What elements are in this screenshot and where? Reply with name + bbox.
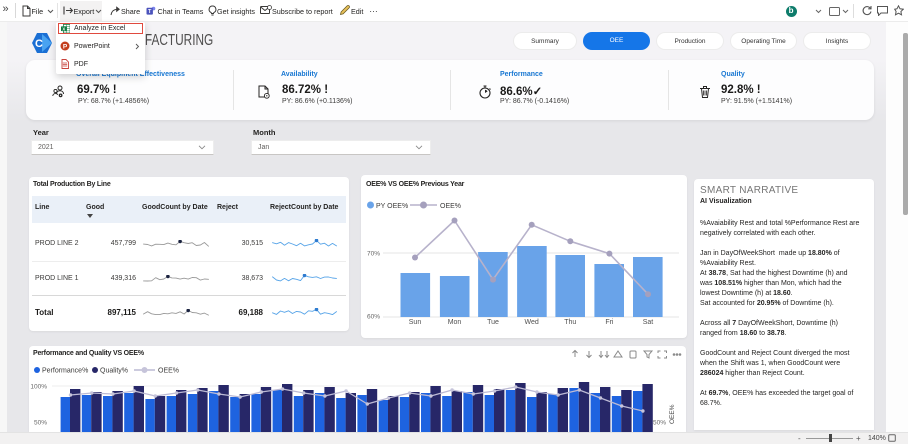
svg-text:Thu: Thu [564, 319, 576, 326]
svg-text:Wed: Wed [525, 319, 539, 326]
svg-text:Fri: Fri [605, 319, 614, 326]
svg-text:Performance%: Performance% [42, 368, 88, 375]
svg-text:Sun: Sun [409, 319, 422, 326]
svg-text:PY OEE%: PY OEE% [376, 203, 408, 210]
svg-text:C: C [35, 38, 43, 50]
svg-text:OEE%: OEE% [158, 368, 179, 375]
svg-text:X: X [62, 27, 65, 32]
svg-text:100%: 100% [30, 384, 47, 391]
svg-text:Quality%: Quality% [100, 368, 128, 375]
svg-text:60%: 60% [367, 314, 380, 321]
svg-text:T: T [148, 9, 152, 15]
svg-text:P: P [63, 44, 68, 51]
svg-text:OEE%: OEE% [440, 203, 461, 210]
svg-text:50%: 50% [34, 420, 47, 427]
svg-text:Sat: Sat [643, 319, 654, 326]
svg-text:OEE%: OEE% [669, 404, 676, 424]
svg-text:70%: 70% [367, 251, 380, 258]
svg-text:Tue: Tue [487, 319, 499, 326]
svg-text:50%: 50% [653, 420, 666, 427]
svg-text:Mon: Mon [448, 319, 462, 326]
